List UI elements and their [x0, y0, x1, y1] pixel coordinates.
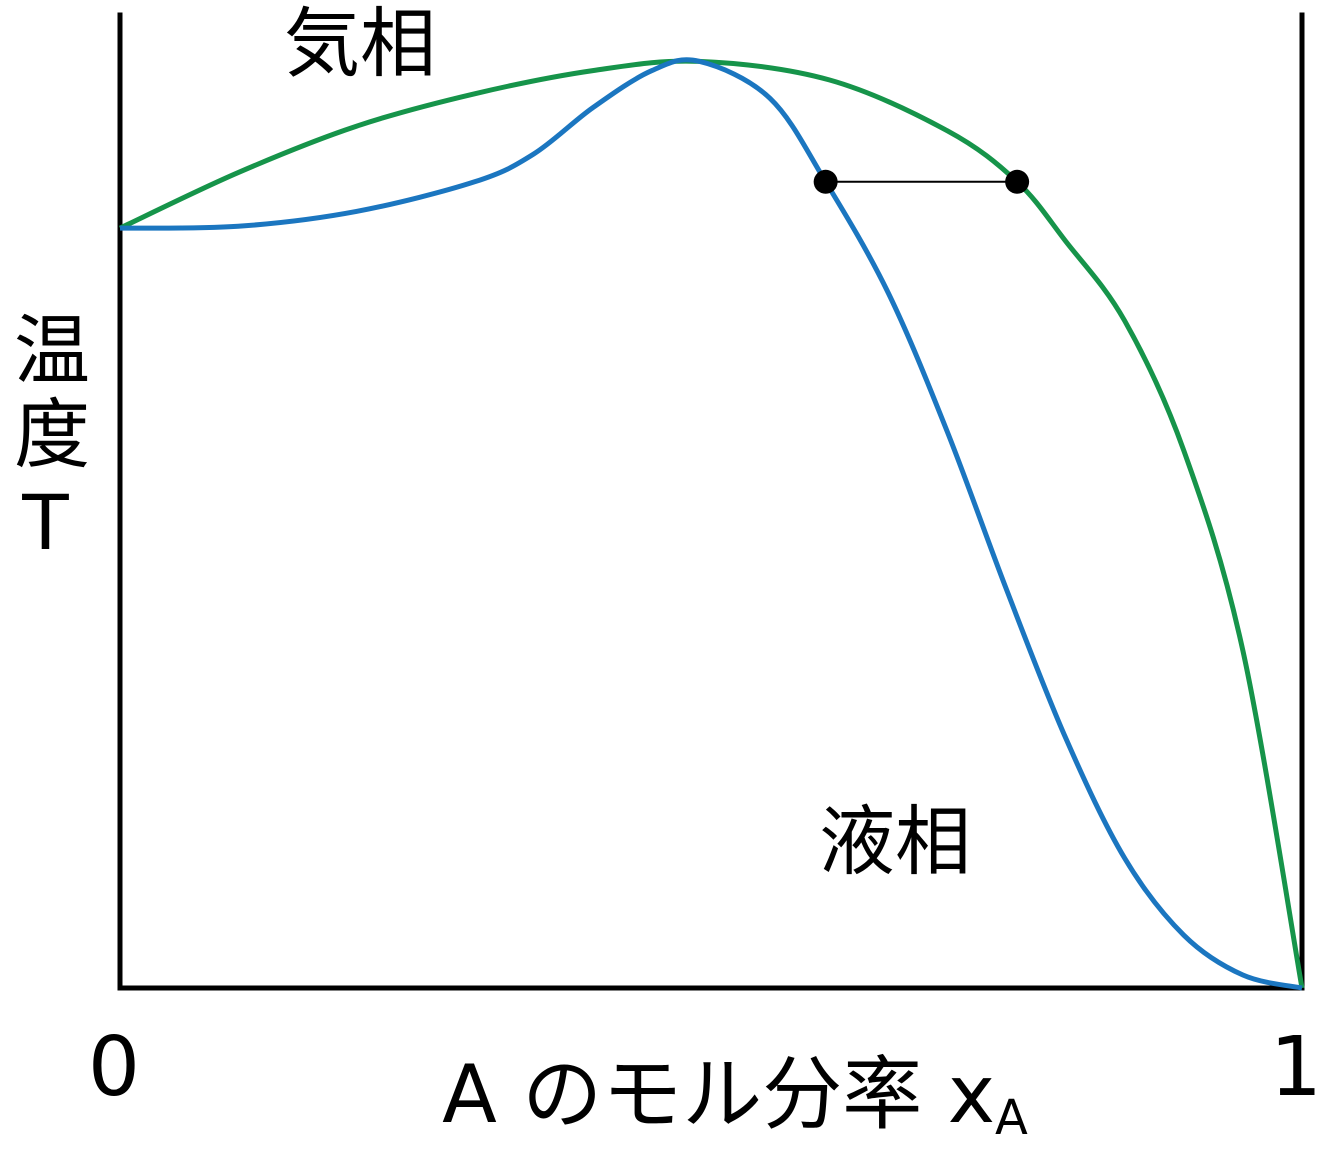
x-label-main: A のモル分率 x — [442, 1048, 995, 1141]
y-axis-label: 温度T — [1, 310, 90, 575]
x-tick-label: 0 — [88, 1020, 140, 1115]
x-tick-label: 1 — [1270, 1020, 1322, 1115]
x-label-sub: A — [995, 1090, 1028, 1146]
phase-curve — [118, 58, 1305, 989]
x-axis-label: A のモル分率 xA — [442, 1048, 1028, 1146]
liquid-label: 液相 — [819, 797, 971, 886]
tie-point — [813, 169, 838, 194]
vapor-label: 気相 — [284, 0, 436, 88]
tie-point — [1005, 169, 1030, 194]
phase-curve — [119, 57, 1303, 991]
